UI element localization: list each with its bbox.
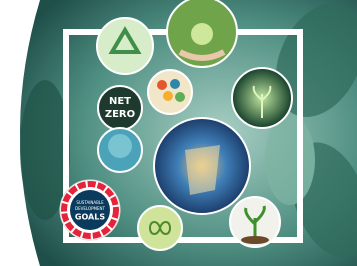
net-zero-line: NET — [109, 96, 131, 107]
tree-icon — [108, 134, 132, 158]
sdg-text: DEVELOPMENT — [75, 206, 105, 211]
globe — [191, 23, 213, 45]
net-zero-circle — [98, 86, 142, 130]
soil — [241, 236, 269, 244]
illustration: NET ZERO SUSTAINABLE DEVELOPMENT GOALS — [0, 0, 357, 266]
sdg-text: GOALS — [75, 213, 105, 222]
net-zero-line: ZERO — [105, 109, 135, 120]
face-shape — [185, 145, 220, 195]
sdg-text: SUSTAINABLE — [76, 200, 104, 205]
